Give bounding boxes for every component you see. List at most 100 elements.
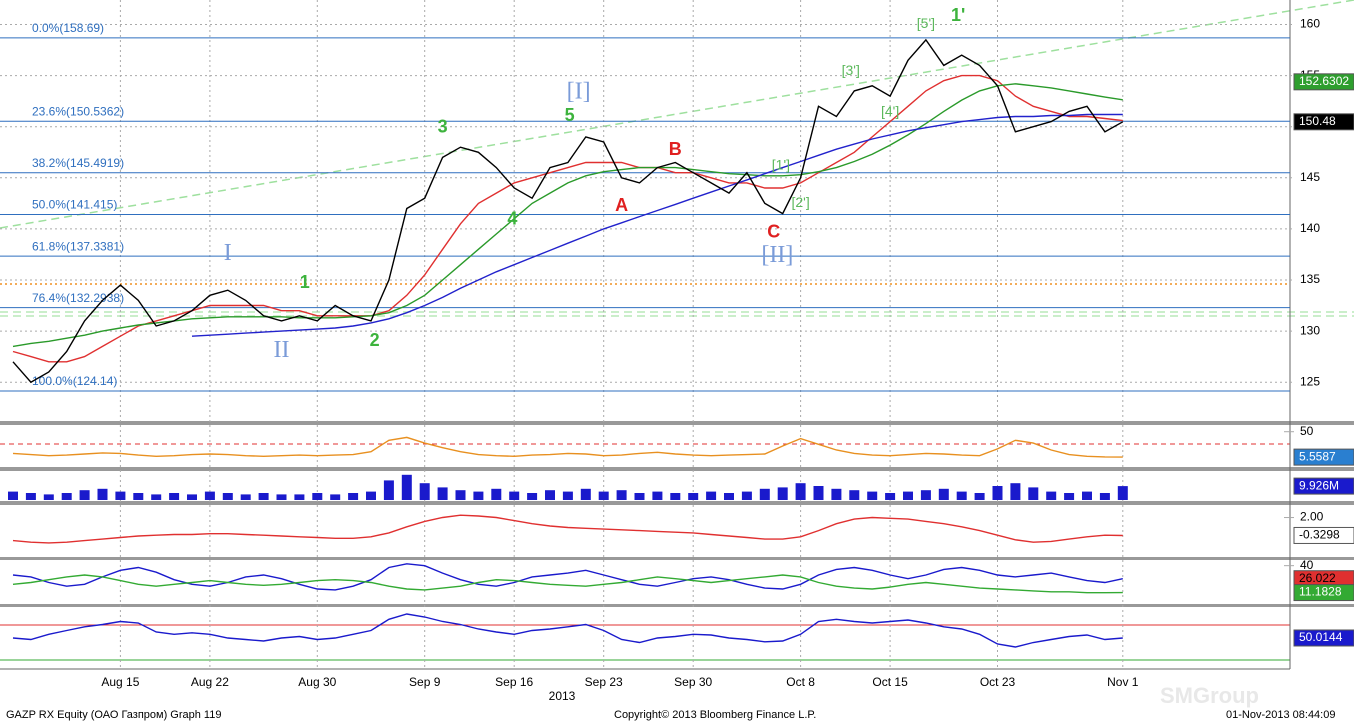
value-tag	[1293, 73, 1354, 91]
x-tick-label: Sep 23	[585, 675, 623, 689]
bar	[562, 491, 573, 500]
separator	[0, 557, 1354, 560]
bar	[43, 494, 54, 500]
bar	[974, 493, 985, 500]
bar	[491, 488, 502, 500]
bar	[169, 493, 180, 500]
bar	[419, 483, 430, 500]
y-tick-label: 135	[1300, 272, 1320, 286]
bar	[330, 494, 341, 500]
series-line	[12, 38, 1124, 384]
bar	[401, 474, 412, 500]
bar	[903, 491, 913, 500]
footer-left: GAZP RX Equity (ОАО Газпром) Graph 119	[6, 709, 221, 721]
value-tag	[1293, 584, 1354, 602]
wave-label: 1'	[951, 5, 965, 25]
bar	[598, 491, 609, 500]
bar	[831, 488, 842, 500]
bar	[348, 493, 359, 500]
bar	[1117, 486, 1128, 500]
fib-label: 38.2%(145.4919)	[32, 156, 124, 170]
value-tag	[1293, 477, 1354, 495]
fib-label: 61.8%(137.3381)	[32, 239, 124, 253]
fib-label: 23.6%(150.5362)	[32, 104, 124, 118]
series-line	[191, 113, 1123, 337]
value-tag-label: 152.6302	[1299, 74, 1349, 88]
y-tick-label: 125	[1300, 374, 1320, 388]
bar	[276, 494, 287, 500]
bar	[849, 490, 860, 500]
value-tag	[1293, 526, 1354, 544]
separator	[0, 604, 1354, 607]
bar	[79, 490, 90, 500]
value-tag-label: 26.022	[1299, 571, 1336, 585]
bar	[956, 491, 967, 500]
separators	[0, 0, 1354, 670]
bar	[151, 494, 162, 500]
wave-label: [II]	[761, 242, 793, 268]
wave-label: [I]	[567, 78, 591, 104]
x-tick-label: Sep 30	[674, 675, 712, 689]
x-tick-label: Sep 16	[495, 675, 533, 689]
bar	[97, 488, 108, 500]
bar	[1082, 491, 1092, 500]
bar	[204, 491, 215, 500]
value-tag-label: 50.0144	[1299, 630, 1343, 644]
value-tag	[1293, 629, 1354, 647]
value-tag	[1293, 113, 1354, 131]
bar	[473, 491, 484, 500]
bar	[383, 480, 394, 500]
bar	[240, 494, 251, 500]
y-tick-label: 130	[1300, 323, 1320, 337]
wave-label: A	[615, 195, 628, 215]
wave-label: 5	[565, 105, 575, 125]
bar	[992, 486, 1003, 500]
wave-label: 1	[300, 272, 310, 292]
wave-label: C	[767, 222, 780, 242]
bar	[1028, 487, 1039, 500]
bar	[545, 490, 555, 500]
x-tick-label: Aug 15	[101, 675, 139, 689]
x-tick-label: Oct 23	[980, 675, 1016, 689]
bar	[920, 490, 931, 500]
separator	[0, 467, 1354, 471]
bar	[706, 491, 717, 500]
value-tag-label: -0.3298	[1299, 528, 1340, 542]
wave-label: [2']	[791, 194, 809, 210]
wave-label: 2	[370, 330, 380, 350]
bar	[670, 493, 681, 500]
bar	[312, 493, 323, 500]
x-tick-label: Aug 22	[191, 675, 229, 689]
value-tag-label: 11.1828	[1299, 585, 1342, 599]
bar	[61, 493, 72, 500]
wave-label: [1']	[772, 156, 790, 172]
bar	[437, 487, 448, 500]
bar	[133, 493, 144, 500]
wave-label: [3']	[842, 62, 860, 78]
y-tick-label: 2.00	[1300, 510, 1324, 524]
footer-right: 01-Nov-2013 08:44:09	[1226, 709, 1335, 721]
bar	[366, 491, 376, 500]
value-tag-label: 150.48	[1299, 114, 1336, 128]
bar	[294, 494, 305, 500]
y-tick-label: 140	[1300, 221, 1320, 235]
bar	[724, 493, 734, 500]
bar	[1010, 483, 1021, 500]
bar	[115, 491, 126, 500]
bar	[759, 488, 770, 500]
bar	[455, 490, 466, 500]
series-line	[12, 574, 1123, 594]
watermark: SMGroup	[1160, 683, 1259, 708]
bar	[8, 491, 18, 500]
wave-label: [4']	[881, 103, 899, 119]
fib-label: 100.0%(124.14)	[32, 374, 117, 388]
bar	[258, 493, 269, 500]
y-tick-label: 50	[1300, 424, 1314, 438]
bar	[25, 493, 36, 500]
bar	[616, 490, 627, 500]
value-tag-label: 9.926M	[1299, 478, 1339, 492]
wave-label: B	[669, 139, 682, 159]
y-tick-label: 160	[1300, 17, 1320, 31]
bar	[187, 494, 197, 500]
